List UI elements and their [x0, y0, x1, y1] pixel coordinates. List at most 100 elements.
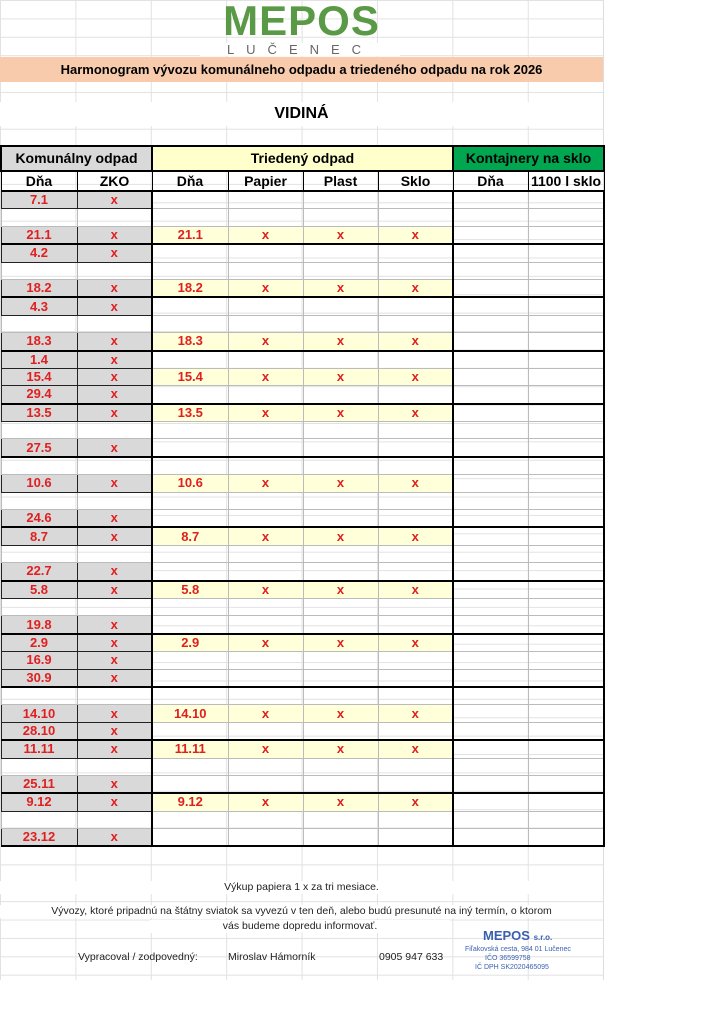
table-row: 14.10 x 14.10 x x x — [0, 704, 605, 723]
plast-mark: x — [302, 792, 379, 812]
zko-mark — [76, 314, 153, 334]
zko-mark: x — [76, 367, 153, 387]
triedeny-date — [151, 208, 229, 227]
papier-mark — [227, 615, 304, 635]
header-sklo: Sklo — [377, 170, 454, 192]
zko-mark: x — [76, 828, 153, 848]
triedeny-date — [151, 721, 229, 741]
sklo-mark — [377, 208, 454, 227]
papier-mark — [227, 544, 304, 564]
triedeny-date — [151, 651, 229, 670]
papier-mark — [227, 828, 304, 848]
plast-mark: x — [302, 704, 379, 723]
papier-mark — [227, 757, 304, 776]
komunal-date — [0, 810, 78, 830]
sklo-date — [452, 739, 529, 759]
plast-mark: x — [302, 474, 379, 493]
sklo-1100l — [527, 632, 605, 653]
table-row — [0, 810, 605, 830]
sklo-mark — [377, 757, 454, 776]
komunal-date — [0, 421, 78, 440]
zko-mark: x — [76, 526, 153, 546]
header-dna: Dňa — [0, 170, 78, 192]
zko-mark: x — [76, 402, 153, 423]
sklo-mark — [377, 385, 454, 405]
papier-mark — [227, 296, 304, 316]
plast-mark — [302, 544, 379, 564]
plast-mark — [302, 314, 379, 334]
triedeny-date — [151, 491, 229, 511]
sklo-date — [452, 421, 529, 440]
sklo-date — [452, 721, 529, 741]
sklo-date — [452, 208, 529, 227]
table-row: 9.12 x 9.12 x x x — [0, 792, 605, 812]
table-row: 16.9 x — [0, 651, 605, 670]
sklo-mark — [377, 774, 454, 794]
triedeny-date — [151, 243, 229, 263]
sklo-date — [452, 544, 529, 564]
sklo-1100l — [527, 349, 605, 369]
triedeny-date — [151, 190, 229, 210]
komunal-date — [0, 544, 78, 564]
table-row: 30.9 x — [0, 668, 605, 688]
sklo-1100l — [527, 526, 605, 546]
zko-mark: x — [76, 332, 153, 352]
zko-mark: x — [76, 704, 153, 723]
triedeny-date: 18.3 — [151, 332, 229, 352]
papier-mark — [227, 208, 304, 227]
table-row: 27.5 x — [0, 438, 605, 458]
sklo-1100l — [527, 474, 605, 493]
komunal-date: 22.7 — [0, 562, 78, 582]
triedeny-date — [151, 757, 229, 776]
triedeny-date — [151, 685, 229, 706]
papier-mark: x — [227, 579, 304, 599]
sklo-date — [452, 474, 529, 493]
sklo-date — [452, 402, 529, 423]
papier-mark — [227, 721, 304, 741]
zko-mark: x — [76, 739, 153, 759]
plast-mark — [302, 421, 379, 440]
papier-mark: x — [227, 367, 304, 387]
sklo-mark — [377, 615, 454, 635]
sklo-1100l — [527, 296, 605, 316]
sklo-mark: x — [377, 792, 454, 812]
triedeny-date: 10.6 — [151, 474, 229, 493]
komunal-date: 16.9 — [0, 651, 78, 670]
sklo-1100l — [527, 491, 605, 511]
sklo-1100l — [527, 651, 605, 670]
sklo-date — [452, 278, 529, 298]
plast-mark — [302, 721, 379, 741]
section-triedeny: Triedený odpad — [151, 145, 454, 172]
sklo-date — [452, 314, 529, 334]
table-row: 25.11 x — [0, 774, 605, 794]
sklo-1100l — [527, 261, 605, 280]
table-row: 23.12 x — [0, 828, 605, 848]
triedeny-date: 21.1 — [151, 225, 229, 245]
sklo-mark — [377, 562, 454, 582]
sklo-date — [452, 579, 529, 599]
sklo-mark — [377, 651, 454, 670]
komunal-date — [0, 208, 78, 227]
zko-mark: x — [76, 385, 153, 405]
triedeny-date — [151, 385, 229, 405]
zko-mark: x — [76, 243, 153, 263]
papier-mark — [227, 562, 304, 582]
zko-mark: x — [76, 668, 153, 688]
zko-mark — [76, 421, 153, 440]
komunal-date: 18.2 — [0, 278, 78, 298]
sklo-mark: x — [377, 704, 454, 723]
sklo-1100l — [527, 562, 605, 582]
sklo-date — [452, 296, 529, 316]
papier-mark: x — [227, 225, 304, 245]
sklo-date — [452, 349, 529, 369]
table-row — [0, 208, 605, 227]
zko-mark — [76, 597, 153, 617]
table-row: 1.4 x — [0, 349, 605, 369]
komunal-date: 10.6 — [0, 474, 78, 493]
triedeny-date — [151, 562, 229, 582]
papier-mark: x — [227, 526, 304, 546]
papier-mark — [227, 243, 304, 263]
village-name: VIDINÁ — [0, 102, 603, 126]
triedeny-date: 18.2 — [151, 278, 229, 298]
table-row: 29.4 x — [0, 385, 605, 405]
